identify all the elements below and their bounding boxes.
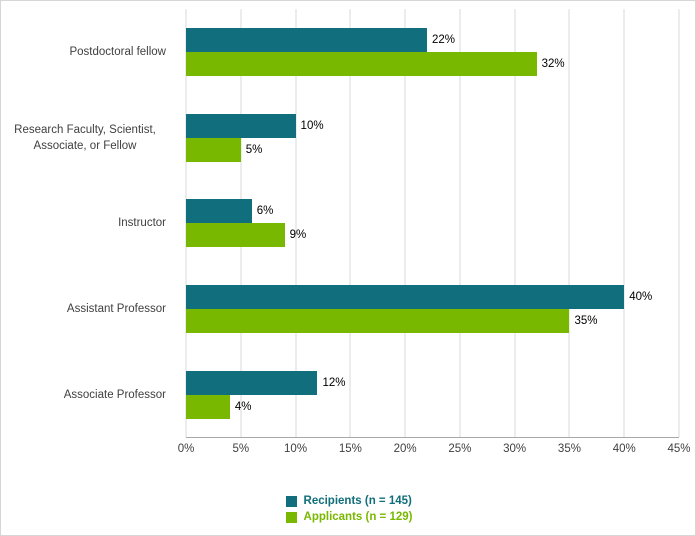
category-row: Associate Professor 12% 4% bbox=[1, 352, 695, 438]
bar-value-label: 5% bbox=[245, 143, 263, 156]
bar-value-label: 6% bbox=[256, 205, 274, 218]
bar-row: 32% bbox=[186, 51, 679, 76]
bar-value-label: 9% bbox=[289, 229, 307, 242]
x-tick-label: 15% bbox=[338, 443, 362, 455]
x-axis: 0% 5% 10% 15% 20% 25% 30% 35% 40% 45% bbox=[178, 443, 691, 459]
gridline bbox=[459, 9, 461, 437]
bar-group: 10% 5% bbox=[186, 95, 679, 181]
x-tick-label: 35% bbox=[557, 443, 581, 455]
bar-recipients[interactable] bbox=[186, 199, 252, 224]
bar-recipients[interactable] bbox=[186, 113, 296, 138]
bar-value-label: 40% bbox=[629, 291, 653, 304]
gridline bbox=[404, 9, 406, 437]
x-tick-label: 5% bbox=[232, 443, 250, 455]
bar-value-label: 22% bbox=[432, 33, 456, 46]
x-tick-label: 0% bbox=[177, 443, 195, 455]
legend-item-applicants[interactable]: Applicants (n = 129) bbox=[285, 511, 413, 523]
gridline bbox=[623, 9, 625, 437]
bar-row: 35% bbox=[186, 309, 679, 334]
bar-row: 12% bbox=[186, 371, 679, 396]
category-label: Associate Professor bbox=[63, 389, 166, 402]
legend-item-recipients[interactable]: Recipients (n = 145) bbox=[285, 495, 412, 507]
bar-value-label: 35% bbox=[574, 315, 598, 328]
x-tick-label: 10% bbox=[284, 443, 308, 455]
legend-label-applicants: Applicants (n = 129) bbox=[303, 511, 413, 523]
category-label: Postdoctoral fellow bbox=[69, 45, 166, 58]
gridline bbox=[514, 9, 516, 437]
bar-row: 40% bbox=[186, 285, 679, 310]
bar-applicants[interactable] bbox=[186, 223, 285, 248]
bar-applicants[interactable] bbox=[186, 137, 241, 162]
x-tick-label: 25% bbox=[448, 443, 472, 455]
category-row: Research Faculty, Scientist, Associate, … bbox=[1, 95, 695, 181]
gridline bbox=[568, 9, 570, 437]
bar-applicants[interactable] bbox=[186, 395, 230, 420]
bar-group: 12% 4% bbox=[186, 352, 679, 438]
bar-group: 22% 32% bbox=[186, 9, 679, 95]
legend-swatch-applicants-icon bbox=[285, 511, 297, 523]
x-tick-label: 30% bbox=[503, 443, 527, 455]
bar-row: 10% bbox=[186, 113, 679, 138]
bar-row: 4% bbox=[186, 395, 679, 420]
bar-recipients[interactable] bbox=[186, 285, 625, 310]
bar-group: 40% 35% bbox=[186, 266, 679, 352]
bar-recipients[interactable] bbox=[186, 27, 428, 52]
gridline bbox=[678, 9, 680, 437]
gridline bbox=[295, 9, 297, 437]
bar-recipients[interactable] bbox=[186, 371, 318, 396]
bar-row: 22% bbox=[186, 27, 679, 52]
bar-applicants[interactable] bbox=[186, 51, 537, 76]
legend-items: Recipients (n = 145) Applicants (n = 129… bbox=[285, 495, 413, 523]
x-tick-label: 20% bbox=[393, 443, 417, 455]
x-tick-label: 40% bbox=[612, 443, 636, 455]
plot-area: Postdoctoral fellow 22% 32% Research Facult… bbox=[1, 9, 695, 438]
legend: Recipients (n = 145) Applicants (n = 129… bbox=[1, 495, 695, 523]
category-row: Assistant Professor 40% 35% bbox=[1, 266, 695, 352]
bar-row: 9% bbox=[186, 223, 679, 248]
category-label: Instructor bbox=[118, 217, 166, 230]
gridline bbox=[349, 9, 351, 437]
bar-value-label: 32% bbox=[541, 57, 565, 70]
category-label: Research Faculty, Scientist, Associate, … bbox=[14, 123, 156, 152]
bar-row: 5% bbox=[186, 137, 679, 162]
legend-label-recipients: Recipients (n = 145) bbox=[303, 495, 412, 507]
category-label: Assistant Professor bbox=[66, 303, 166, 316]
bar-value-label: 12% bbox=[322, 377, 346, 390]
bar-applicants[interactable] bbox=[186, 309, 570, 334]
category-row: Instructor 6% 9% bbox=[1, 181, 695, 267]
bar-row: 6% bbox=[186, 199, 679, 224]
plot-rows: Postdoctoral fellow 22% 32% Research Facult… bbox=[1, 9, 695, 438]
category-row: Postdoctoral fellow 22% 32% bbox=[1, 9, 695, 95]
bar-value-label: 4% bbox=[234, 401, 252, 414]
legend-swatch-recipients-icon bbox=[285, 495, 297, 507]
x-tick-label: 45% bbox=[667, 443, 691, 455]
bar-value-label: 10% bbox=[300, 119, 324, 132]
bar-group: 6% 9% bbox=[186, 181, 679, 267]
